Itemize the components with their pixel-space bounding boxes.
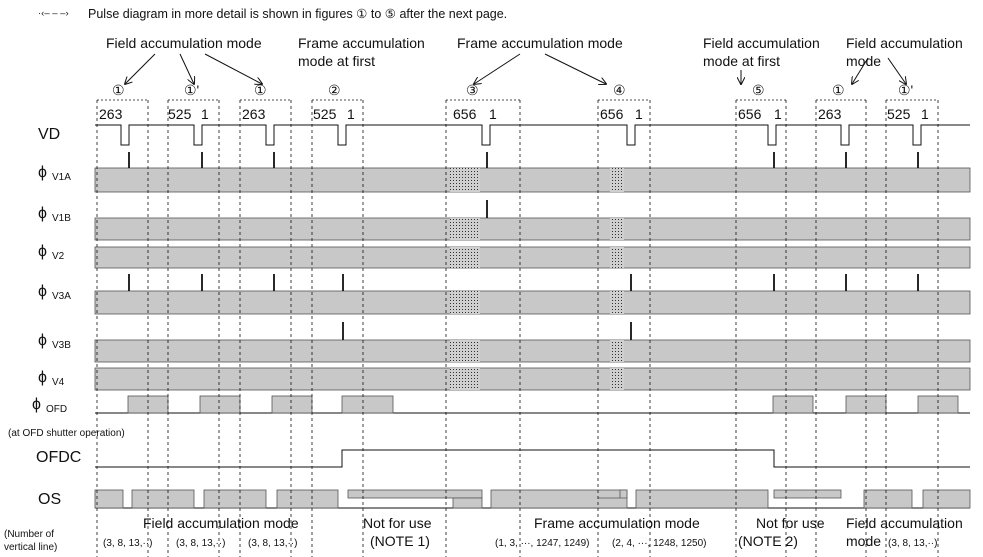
svg-text:OFD: OFD <box>46 404 67 415</box>
signal-v3b-label: ϕ V3B <box>38 332 71 351</box>
ofd-waveform <box>95 395 970 414</box>
note-1: (NOTE 1) <box>370 533 430 549</box>
num-label-2: vertical line) <box>4 542 57 553</box>
signal-v4-label: ϕ V4 <box>38 369 65 388</box>
count-263-b: 263 <box>242 106 266 122</box>
label-frame-accumulation: Frame accumulation mode <box>457 35 623 51</box>
figure-mark-1b: ①' <box>184 82 199 98</box>
label-field-first-2: mode at first <box>703 53 780 69</box>
signal-os-label: OS <box>38 491 61 508</box>
os-waveform <box>94 489 971 509</box>
svg-text:ϕ: ϕ <box>38 243 47 260</box>
label-field-accumulation-2a: Field accumulation <box>846 35 963 51</box>
signal-v2-label: ϕ V2 <box>38 243 65 262</box>
label-frame-first-1: Frame accumulation <box>298 35 425 51</box>
svg-text:V2: V2 <box>52 251 65 262</box>
svg-text:V3B: V3B <box>52 340 71 351</box>
svg-text:ϕ: ϕ <box>38 164 47 181</box>
svg-text:ϕ: ϕ <box>38 283 47 300</box>
svg-text:V1B: V1B <box>52 213 71 224</box>
svg-text:·‹– – –›: ·‹– – –› <box>38 8 69 19</box>
signal-v1a-label: ϕ V1A <box>38 164 71 183</box>
count-1-b: 1 <box>347 106 355 122</box>
vd-waveform <box>95 124 970 146</box>
not-for-use-2: Not for use <box>756 515 825 531</box>
figure-mark-4: ④ <box>613 82 626 98</box>
field-mode-label: Field accumulation mode <box>143 515 299 531</box>
svg-text:ϕ: ϕ <box>38 369 47 386</box>
figure-mark-1c: ① <box>254 82 267 98</box>
svg-text:ϕ: ϕ <box>32 396 41 413</box>
label-field-first-1: Field accumulation <box>703 35 820 51</box>
signal-ofd-label: ϕ OFD <box>32 396 67 415</box>
count-1-c: 1 <box>489 106 497 122</box>
svg-text:ϕ: ϕ <box>38 332 47 349</box>
field-mode-label-2b: mode <box>846 533 881 549</box>
v3a-band <box>94 290 971 315</box>
count-525-a: 525 <box>168 106 192 122</box>
v1a-band <box>94 167 971 193</box>
signal-vd-label: VD <box>38 126 60 143</box>
ofd-shutter-note: (at OFD shutter operation) <box>8 428 125 439</box>
count-1-d: 1 <box>635 106 643 122</box>
v4-band <box>94 367 971 391</box>
callout-arrows <box>125 53 906 84</box>
label-field-accumulation: Field accumulation mode <box>106 35 262 51</box>
header-note-text: Pulse diagram in more detail is shown in… <box>88 7 507 21</box>
field-mode-label-2: Field accumulation <box>846 515 963 531</box>
signal-v1b-label: ϕ V1B <box>38 205 71 224</box>
num-label-1: (Number of <box>4 529 54 540</box>
count-656-a: 656 <box>453 106 477 122</box>
vertical-pulses <box>128 152 919 340</box>
figure-mark-1a: ① <box>112 82 125 98</box>
count-525-c: 525 <box>887 106 911 122</box>
v3b-band <box>94 339 971 363</box>
note-2: (NOTE 2) <box>738 533 798 549</box>
field-seq-3: (3, 8, 13,··) <box>248 538 297 549</box>
figure-mark-1e: ①' <box>898 82 913 98</box>
field-seq-1: (3, 8, 13,··) <box>103 538 152 549</box>
svg-text:V3A: V3A <box>52 291 71 302</box>
field-seq-4: (3, 8, 13,··) <box>888 538 937 549</box>
signal-v3a-label: ϕ V3A <box>38 283 71 302</box>
count-656-c: 656 <box>738 106 762 122</box>
dashed-guides <box>96 100 939 557</box>
label-field-accumulation-2b: mode <box>846 53 881 69</box>
gray-bands <box>94 167 971 391</box>
figure-mark-1d: ① <box>832 82 845 98</box>
figure-mark-3: ③ <box>466 82 479 98</box>
count-1-e: 1 <box>774 106 782 122</box>
frame-seq-2: (2, 4, ···, 1248, 1250) <box>612 538 707 549</box>
frame-seq-1: (1, 3, ···, 1247, 1249) <box>495 538 590 549</box>
count-656-b: 656 <box>600 106 624 122</box>
label-frame-first-2: mode at first <box>298 53 375 69</box>
count-525-b: 525 <box>313 106 337 122</box>
stipple-overlays <box>450 168 624 390</box>
svg-text:V1A: V1A <box>52 172 71 183</box>
ofdc-waveform <box>95 449 970 468</box>
v2-band <box>94 246 971 269</box>
count-1-a: 1 <box>201 106 209 122</box>
count-1-f: 1 <box>921 106 929 122</box>
count-263-c: 263 <box>818 106 842 122</box>
signal-ofdc-label: OFDC <box>36 449 81 466</box>
field-seq-2: (3, 8, 13,··) <box>176 538 225 549</box>
figure-mark-2: ② <box>328 82 341 98</box>
v1b-band <box>94 217 971 241</box>
svg-text:V4: V4 <box>52 377 65 388</box>
not-for-use-1: Not for use <box>363 515 432 531</box>
frame-mode-label: Frame accumulation mode <box>534 515 700 531</box>
svg-text:ϕ: ϕ <box>38 205 47 222</box>
figure-mark-5: ⑤ <box>752 82 765 98</box>
header-note: ·‹– – –› Pulse diagram in more detail is… <box>38 7 507 21</box>
count-263-a: 263 <box>99 106 123 122</box>
